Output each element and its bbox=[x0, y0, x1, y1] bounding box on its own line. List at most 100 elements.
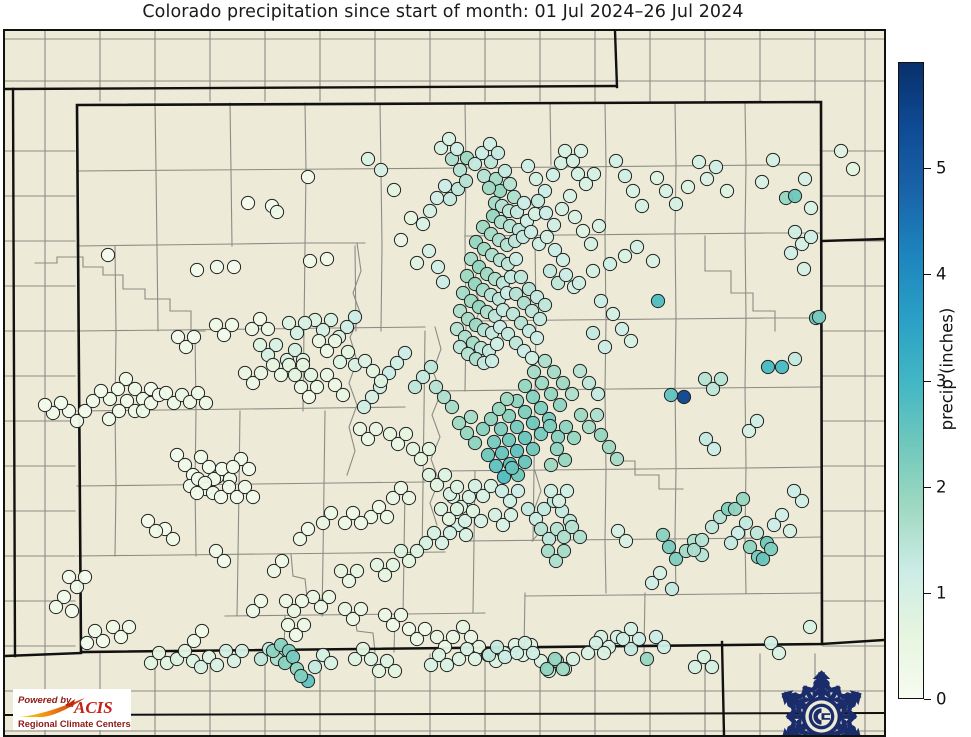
station-marker[interactable] bbox=[538, 205, 554, 221]
station-marker[interactable] bbox=[193, 659, 209, 675]
station-marker[interactable] bbox=[787, 188, 803, 204]
station-marker[interactable] bbox=[585, 325, 601, 341]
station-marker[interactable] bbox=[581, 419, 597, 435]
station-marker[interactable] bbox=[578, 176, 594, 192]
station-marker[interactable] bbox=[668, 551, 684, 567]
station-marker[interactable] bbox=[415, 216, 431, 232]
station-marker[interactable] bbox=[418, 535, 434, 551]
station-marker[interactable] bbox=[225, 459, 241, 475]
station-marker[interactable] bbox=[572, 529, 588, 545]
station-marker[interactable] bbox=[216, 553, 232, 569]
station-marker[interactable] bbox=[658, 183, 674, 199]
station-marker[interactable] bbox=[352, 421, 368, 437]
station-marker[interactable] bbox=[268, 337, 284, 353]
station-marker[interactable] bbox=[738, 515, 754, 531]
station-marker[interactable] bbox=[763, 635, 779, 651]
station-marker[interactable] bbox=[467, 478, 483, 494]
station-marker[interactable] bbox=[433, 501, 449, 517]
station-marker[interactable] bbox=[449, 141, 465, 157]
station-marker[interactable] bbox=[567, 209, 583, 225]
station-marker[interactable] bbox=[676, 389, 692, 405]
station-marker[interactable] bbox=[457, 513, 473, 529]
station-marker[interactable] bbox=[663, 387, 679, 403]
station-marker[interactable] bbox=[694, 532, 710, 548]
station-marker[interactable] bbox=[327, 333, 343, 349]
station-marker[interactable] bbox=[803, 229, 819, 245]
station-marker[interactable] bbox=[253, 651, 269, 667]
station-marker[interactable] bbox=[539, 661, 555, 677]
station-marker[interactable] bbox=[664, 581, 680, 597]
station-marker[interactable] bbox=[401, 490, 417, 506]
station-marker[interactable] bbox=[226, 259, 242, 275]
station-marker[interactable] bbox=[697, 371, 713, 387]
station-marker[interactable] bbox=[618, 533, 634, 549]
station-marker[interactable] bbox=[556, 529, 572, 545]
station-marker[interactable] bbox=[430, 259, 446, 275]
station-marker[interactable] bbox=[224, 317, 240, 333]
station-marker[interactable] bbox=[742, 539, 758, 555]
station-marker[interactable] bbox=[265, 357, 281, 373]
station-marker[interactable] bbox=[69, 413, 85, 429]
station-marker[interactable] bbox=[278, 593, 294, 609]
station-marker[interactable] bbox=[543, 386, 559, 402]
station-marker[interactable] bbox=[623, 333, 639, 349]
station-marker[interactable] bbox=[426, 525, 442, 541]
station-marker[interactable] bbox=[706, 441, 722, 457]
station-marker[interactable] bbox=[796, 261, 812, 277]
station-marker[interactable] bbox=[165, 531, 181, 547]
station-marker[interactable] bbox=[532, 311, 548, 327]
station-marker[interactable] bbox=[465, 503, 481, 519]
station-marker[interactable] bbox=[280, 617, 296, 633]
station-marker[interactable] bbox=[189, 485, 205, 501]
station-marker[interactable] bbox=[379, 509, 395, 525]
station-marker[interactable] bbox=[589, 407, 605, 423]
station-marker[interactable] bbox=[439, 657, 455, 673]
station-marker[interactable] bbox=[458, 527, 474, 543]
station-marker[interactable] bbox=[234, 643, 250, 659]
station-marker[interactable] bbox=[698, 431, 714, 447]
station-marker[interactable] bbox=[356, 399, 372, 415]
station-marker[interactable] bbox=[586, 166, 602, 182]
station-marker[interactable] bbox=[680, 179, 696, 195]
station-marker[interactable] bbox=[802, 619, 818, 635]
station-marker[interactable] bbox=[429, 190, 445, 206]
station-marker[interactable] bbox=[393, 232, 409, 248]
station-marker[interactable] bbox=[429, 629, 445, 645]
station-marker[interactable] bbox=[501, 432, 517, 448]
station-marker[interactable] bbox=[650, 293, 666, 309]
station-marker[interactable] bbox=[360, 151, 376, 167]
station-marker[interactable] bbox=[323, 655, 339, 671]
station-marker[interactable] bbox=[387, 663, 403, 679]
station-marker[interactable] bbox=[489, 336, 505, 352]
station-marker[interactable] bbox=[353, 601, 369, 617]
station-marker[interactable] bbox=[319, 367, 335, 383]
station-marker[interactable] bbox=[571, 275, 587, 291]
station-marker[interactable] bbox=[555, 375, 571, 391]
station-marker[interactable] bbox=[61, 569, 77, 585]
station-marker[interactable] bbox=[421, 243, 437, 259]
station-marker[interactable] bbox=[385, 490, 401, 506]
station-marker[interactable] bbox=[431, 647, 447, 663]
station-marker[interactable] bbox=[572, 363, 588, 379]
station-marker[interactable] bbox=[285, 649, 301, 665]
station-marker[interactable] bbox=[537, 183, 553, 199]
station-marker[interactable] bbox=[537, 353, 553, 369]
station-marker[interactable] bbox=[260, 321, 276, 337]
station-marker[interactable] bbox=[833, 143, 849, 159]
station-marker[interactable] bbox=[393, 607, 409, 623]
station-marker[interactable] bbox=[253, 365, 269, 381]
station-marker[interactable] bbox=[323, 505, 339, 521]
station-marker[interactable] bbox=[555, 252, 571, 268]
station-marker[interactable] bbox=[608, 153, 624, 169]
station-marker[interactable] bbox=[525, 415, 541, 431]
station-marker[interactable] bbox=[353, 515, 369, 531]
station-marker[interactable] bbox=[347, 651, 363, 667]
station-marker[interactable] bbox=[509, 443, 525, 459]
station-marker[interactable] bbox=[240, 195, 256, 211]
station-marker[interactable] bbox=[583, 236, 599, 252]
station-marker[interactable] bbox=[363, 651, 379, 667]
station-marker[interactable] bbox=[190, 385, 206, 401]
station-marker[interactable] bbox=[442, 525, 458, 541]
station-marker[interactable] bbox=[783, 245, 799, 261]
station-marker[interactable] bbox=[497, 649, 513, 665]
